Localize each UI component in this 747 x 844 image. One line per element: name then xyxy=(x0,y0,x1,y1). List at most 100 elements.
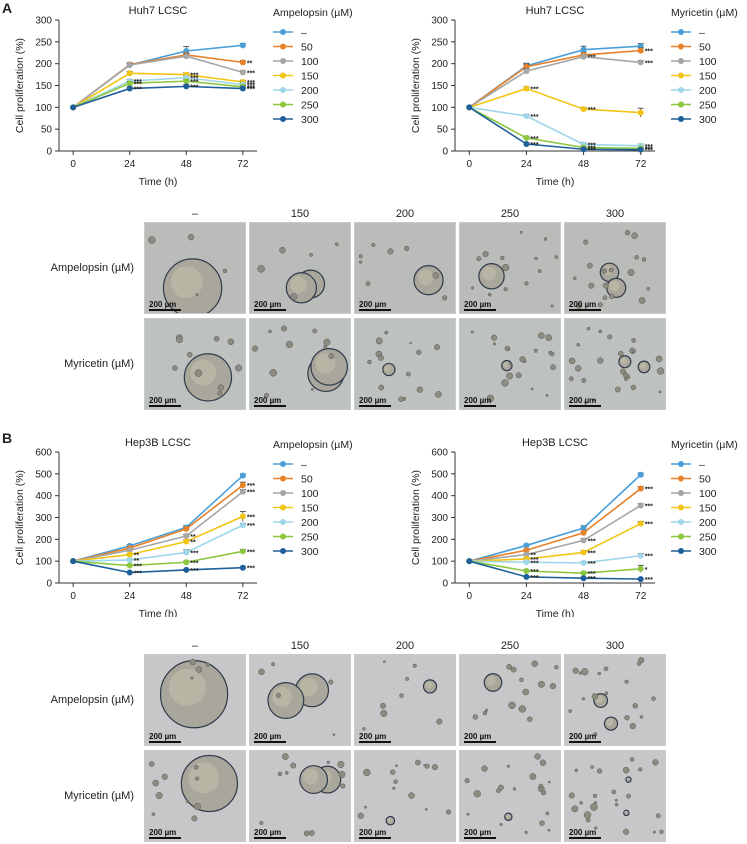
single-cell xyxy=(568,792,575,799)
x-tick-label: 0 xyxy=(70,159,76,170)
significance-label: *** xyxy=(247,514,255,521)
micrograph-drawing xyxy=(460,751,560,841)
legend-label: 150 xyxy=(699,503,717,515)
single-cell xyxy=(290,293,298,301)
single-cell xyxy=(259,820,264,825)
y-tick-label: 600 xyxy=(35,448,52,459)
scale-bar-label: 200 µm xyxy=(464,396,492,405)
scale-bar-line xyxy=(149,309,181,311)
single-cell xyxy=(576,343,581,347)
scale-bar: 200 µm xyxy=(254,396,286,407)
scale-bar: 200 µm xyxy=(359,828,391,839)
micrograph-drawing xyxy=(565,319,665,409)
x-tick-label: 48 xyxy=(578,591,590,602)
legend-marker xyxy=(280,29,286,35)
y-tick-label: 0 xyxy=(46,147,52,158)
micrograph-drawing xyxy=(460,655,560,745)
cell-sphere-highlight xyxy=(620,357,627,364)
micrograph-background xyxy=(355,751,455,841)
series-line-3 xyxy=(73,515,244,562)
series-line-1 xyxy=(72,484,244,562)
data-point xyxy=(126,562,133,569)
single-cell xyxy=(326,760,330,764)
data-point xyxy=(126,547,133,554)
scale-bar-line xyxy=(359,309,391,311)
single-cell xyxy=(340,783,346,789)
single-cell xyxy=(604,691,609,696)
significance-label: *** xyxy=(588,55,596,62)
micrograph-image: 200 µm xyxy=(249,318,351,410)
single-cell xyxy=(601,268,608,274)
scale-bar-line xyxy=(149,837,181,839)
micrograph-image: 200 µm xyxy=(564,222,666,314)
single-cell xyxy=(377,354,384,361)
legend-label: 150 xyxy=(301,503,319,515)
single-cell xyxy=(545,811,550,816)
micrograph-image: 200 µm xyxy=(354,318,456,410)
scale-bar-line xyxy=(569,741,601,743)
scale-bar-label: 200 µm xyxy=(359,300,387,309)
single-cell xyxy=(508,362,512,366)
series-line-5 xyxy=(469,560,641,574)
x-tick-label: 72 xyxy=(237,159,249,170)
single-cell xyxy=(309,252,314,257)
scale-bar-line xyxy=(254,309,286,311)
significance-label: *** xyxy=(645,522,653,529)
single-cell xyxy=(530,387,534,391)
data-point xyxy=(637,471,644,478)
single-cell xyxy=(576,302,583,309)
y-tick-label: 50 xyxy=(41,125,53,136)
y-tick-label: 600 xyxy=(431,448,448,459)
significance-label: *** xyxy=(134,571,142,578)
scale-bar-line xyxy=(149,741,181,743)
scale-bar-label: 200 µm xyxy=(569,300,597,309)
single-cell xyxy=(357,812,364,819)
scale-bar: 200 µm xyxy=(464,828,496,839)
y-axis-label: Cell proliferation (%) xyxy=(14,470,26,565)
data-point xyxy=(126,61,133,68)
single-cell xyxy=(537,269,542,273)
single-cell xyxy=(510,666,517,673)
single-cell xyxy=(442,295,448,301)
scale-bar: 200 µm xyxy=(464,732,496,743)
scale-bar: 200 µm xyxy=(254,828,286,839)
legend-marker xyxy=(678,58,684,64)
data-point xyxy=(580,106,587,113)
micrograph-image: 200 µm xyxy=(144,654,246,746)
significance-label: ** xyxy=(247,60,253,67)
single-cell xyxy=(578,671,582,675)
scale-bar-label: 200 µm xyxy=(569,732,597,741)
y-tick-label: 400 xyxy=(431,491,448,502)
single-cell xyxy=(217,390,223,396)
legend-title: Myricetin (µM) xyxy=(671,439,738,451)
single-cell xyxy=(548,780,551,784)
single-cell xyxy=(432,272,439,279)
row-header: Myricetin (µM) xyxy=(64,358,134,370)
cell-sphere-highlight xyxy=(170,266,203,299)
micrograph-image: 200 µm xyxy=(459,318,561,410)
micrograph-image: 200 µm xyxy=(354,750,456,842)
chart-title: Hep3B LCSC xyxy=(125,437,191,449)
single-cell xyxy=(626,375,631,380)
micrograph-image: 200 µm xyxy=(249,654,351,746)
single-cell xyxy=(257,265,265,273)
single-cell xyxy=(371,243,376,248)
data-point xyxy=(183,533,190,540)
chart-huh7-myricetin: Huh7 LCSC 0 50 100 150 200 250 300 0 24 48 72 Time (… xyxy=(410,5,738,188)
single-cell xyxy=(193,802,202,811)
single-cell xyxy=(583,400,587,404)
single-cell xyxy=(538,332,545,339)
single-cell xyxy=(646,287,651,291)
single-cell xyxy=(189,658,197,666)
series-line-6 xyxy=(468,106,641,151)
single-cell xyxy=(541,790,547,796)
single-cell xyxy=(187,234,195,241)
legend-marker xyxy=(678,116,684,122)
single-cell xyxy=(624,715,630,721)
scale-bar: 200 µm xyxy=(149,828,181,839)
micrograph-drawing xyxy=(565,655,665,745)
single-cell xyxy=(436,718,443,725)
legend-marker xyxy=(678,101,684,108)
legend-label: 50 xyxy=(699,42,711,54)
single-cell xyxy=(568,376,574,382)
